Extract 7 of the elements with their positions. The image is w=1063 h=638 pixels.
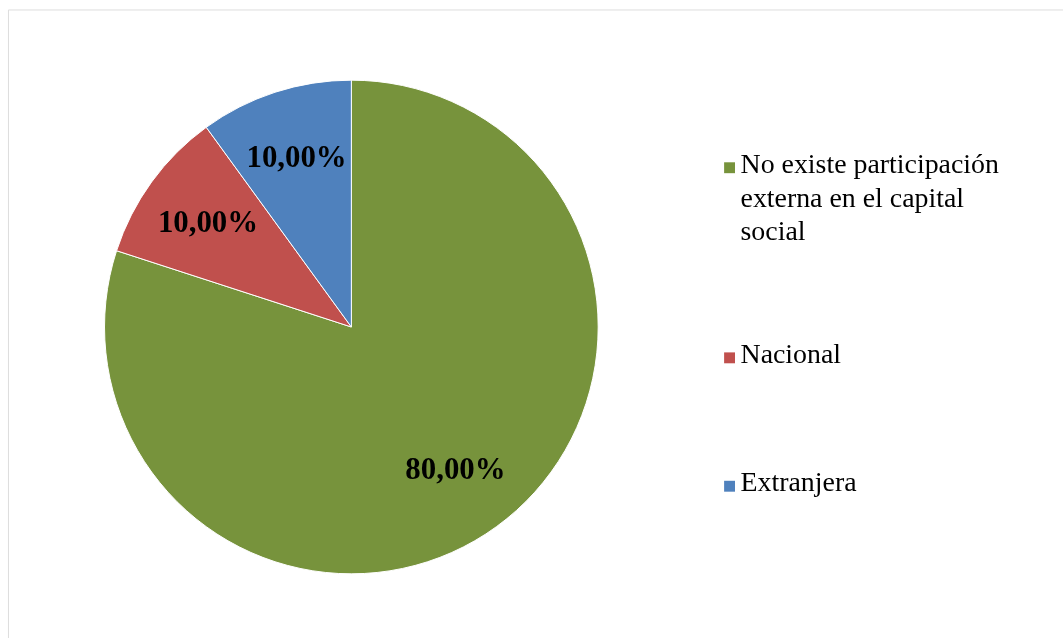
data-label: 10,00% — [157, 204, 259, 239]
data-label: 80,00% — [405, 452, 506, 487]
data-label: 10,00% — [246, 140, 347, 175]
legend-label: No existe participación externa en el capital social — [740, 147, 999, 247]
pie-slice — [104, 79, 599, 575]
legend-label: Extranjera — [740, 466, 857, 498]
legend-label: Nacional — [740, 337, 842, 369]
